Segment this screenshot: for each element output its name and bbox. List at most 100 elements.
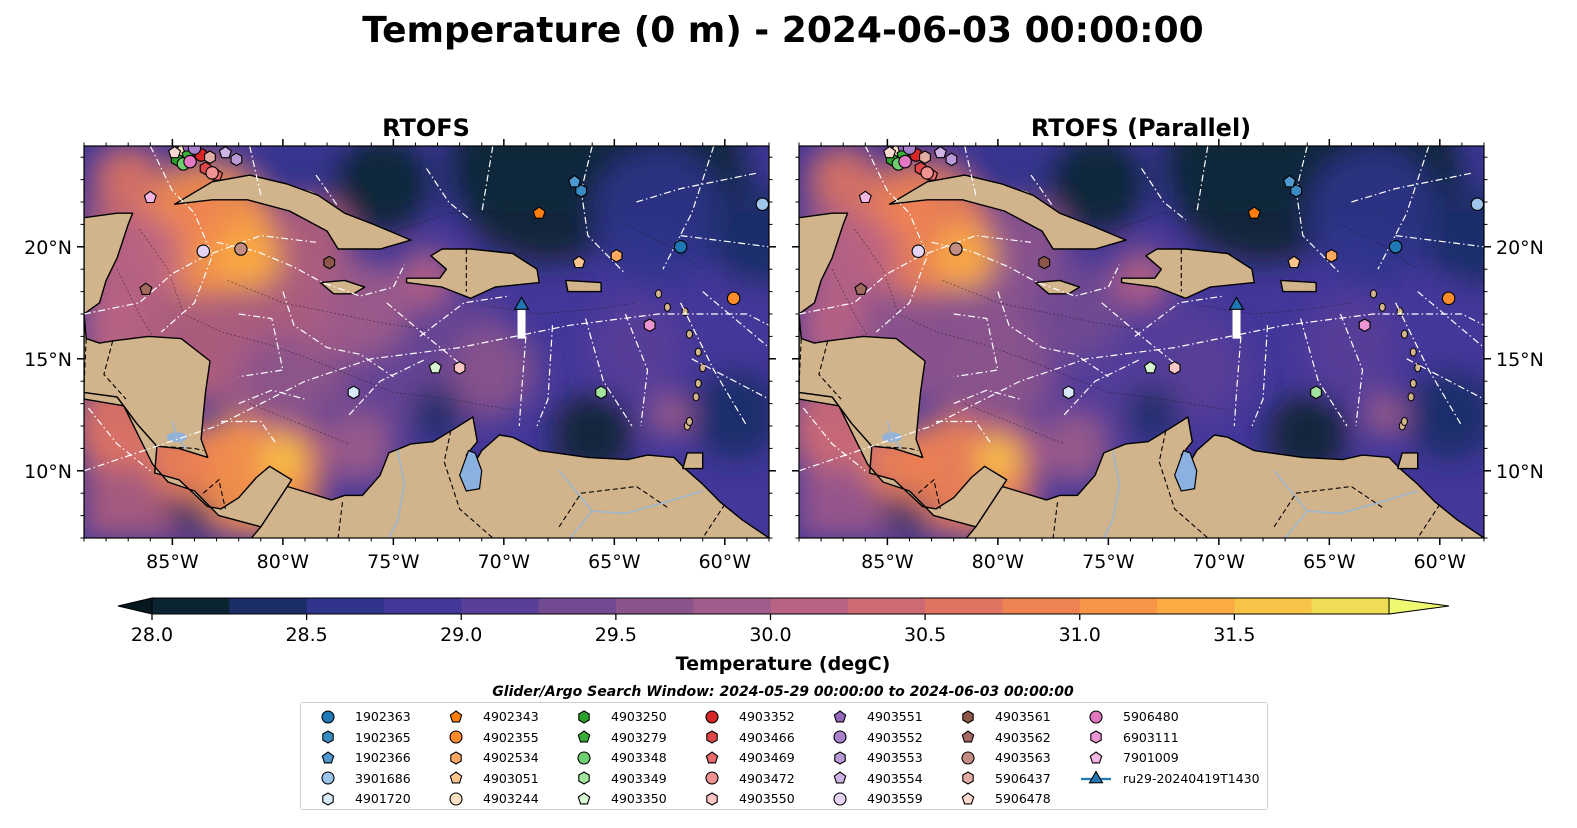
landmass-jamaica: [1034, 279, 1081, 295]
bathymetry-contour: [853, 228, 1230, 411]
country-border: [558, 485, 670, 528]
river: [1273, 470, 1418, 515]
colorbar-over-extend: [1388, 597, 1450, 615]
x-tick-label: 60°W: [1414, 551, 1467, 573]
eez-boundary: [953, 313, 999, 378]
legend-entry: 4902355: [439, 727, 539, 748]
eez-boundary: [1351, 172, 1474, 203]
legend-marker-pentagon: [833, 709, 847, 722]
eez-boundary: [481, 146, 494, 214]
island: [685, 329, 693, 339]
legend-symbol: [833, 791, 847, 806]
float-marker-1902365: [1290, 183, 1303, 198]
y-tick-label: 20°N: [24, 237, 72, 259]
eez-boundary: [662, 146, 715, 270]
y-tick-label: 20°N: [1496, 237, 1544, 259]
legend-marker-pentagon: [961, 730, 975, 743]
legend-label: 6903111: [1123, 729, 1179, 745]
eez-boundary: [799, 313, 1484, 472]
legend-symbol: [961, 750, 975, 765]
legend-entry: 4903551: [823, 706, 923, 727]
y-tick-label: 10°N: [24, 461, 72, 483]
eez-boundary: [680, 235, 769, 248]
x-tick-label: 60°W: [699, 551, 752, 573]
legend-marker-hexagon: [962, 709, 974, 724]
legend-entry: 4903554: [823, 768, 923, 789]
legend-marker-circle: [833, 730, 847, 744]
island: [1400, 329, 1408, 339]
colorbar-tick-label: 30.0: [749, 624, 791, 646]
landmass-puertorico: [1279, 279, 1317, 293]
float-marker-4903349: [595, 385, 607, 400]
legend-symbol: [321, 750, 335, 763]
legend-entry: 7901009: [1079, 747, 1179, 768]
legend-entry: 4903553: [823, 747, 923, 768]
legend-label: 4903553: [867, 750, 923, 765]
eez-boundary: [997, 291, 1109, 378]
island: [1407, 392, 1415, 402]
legend-marker-pentagon: [449, 771, 463, 784]
legend-label: 1902363: [355, 709, 411, 724]
float-marker-4903349: [1310, 385, 1322, 400]
float-marker-1902366: [568, 174, 582, 188]
x-tick-label: 65°W: [588, 551, 641, 573]
eez-boundary: [1134, 295, 1224, 337]
legend-marker-circle: [961, 750, 975, 765]
legend-entry: 1902365: [311, 727, 411, 748]
legend-label: 4903563: [995, 750, 1051, 765]
legend-entry: 4903466: [695, 727, 795, 748]
legend-label: 4903561: [995, 709, 1051, 724]
legend-symbol: [833, 771, 847, 784]
legend-marker-hexagon: [322, 730, 334, 744]
map-canvas-rtofs: [84, 146, 769, 538]
river: [388, 450, 406, 538]
float-marker-4901720: [347, 385, 360, 400]
landmass-trinidad: [682, 452, 704, 470]
bathymetry-contour: [116, 269, 206, 364]
legend-entry: 3901686: [311, 768, 411, 789]
eez-boundary: [1406, 358, 1484, 400]
legend-symbol: [706, 730, 718, 744]
legend-marker-hexagon: [578, 709, 590, 724]
eez-boundary: [386, 302, 460, 364]
legend-symbol: [578, 709, 590, 724]
y-tick-label: 15°N: [1496, 349, 1544, 371]
panel-title-rtofs: RTOFS: [382, 114, 470, 142]
float-marker-1902363: [673, 240, 688, 254]
legend-glider-triangle: [1088, 770, 1104, 784]
legend-marker-circle: [321, 709, 335, 724]
glider-marker: [513, 296, 530, 310]
river: [886, 421, 902, 449]
legend-label: 4903051: [483, 770, 539, 786]
legend-symbol: [321, 771, 335, 785]
legend-label: 4903562: [995, 729, 1051, 745]
legend: 1902363 1902365 1902366 3901686 4901720 49023…: [300, 702, 1268, 810]
float-marker-4903559: [911, 244, 926, 259]
legend-symbol: [706, 791, 718, 806]
island: [685, 417, 693, 427]
legend-entry: 5906437: [951, 768, 1051, 789]
colorbar-label: Temperature (degC): [676, 653, 891, 675]
float-marker-5906480: [898, 154, 912, 169]
float-marker-4903550: [1168, 360, 1181, 375]
legend-label: 4902355: [483, 729, 539, 745]
colorbar: 28.0 28.5 29.0 29.5 30.0 30.5 31.0 31.5: [117, 597, 1450, 646]
legend-entry: 4903348: [567, 747, 667, 768]
colorbar-swatch: [1311, 598, 1390, 614]
legend-entry: 4902534: [439, 747, 539, 768]
landmass-hispaniola: [405, 248, 540, 299]
map-canvas-rtofs-parallel: [799, 146, 1484, 538]
river: [1103, 450, 1121, 538]
island: [1414, 363, 1422, 373]
eez-boundary: [238, 389, 306, 405]
legend-symbol: [449, 791, 463, 806]
landmass-cuba: [173, 174, 412, 250]
float-marker-4903554: [218, 146, 232, 159]
float-marker-4903554: [933, 146, 947, 159]
legend-marker-pentagon: [705, 750, 719, 763]
legend-marker-hexagon: [578, 771, 590, 785]
float-marker-3901686: [1470, 197, 1484, 211]
legend-marker-circle: [705, 771, 719, 785]
colorbar-swatch: [383, 598, 462, 614]
